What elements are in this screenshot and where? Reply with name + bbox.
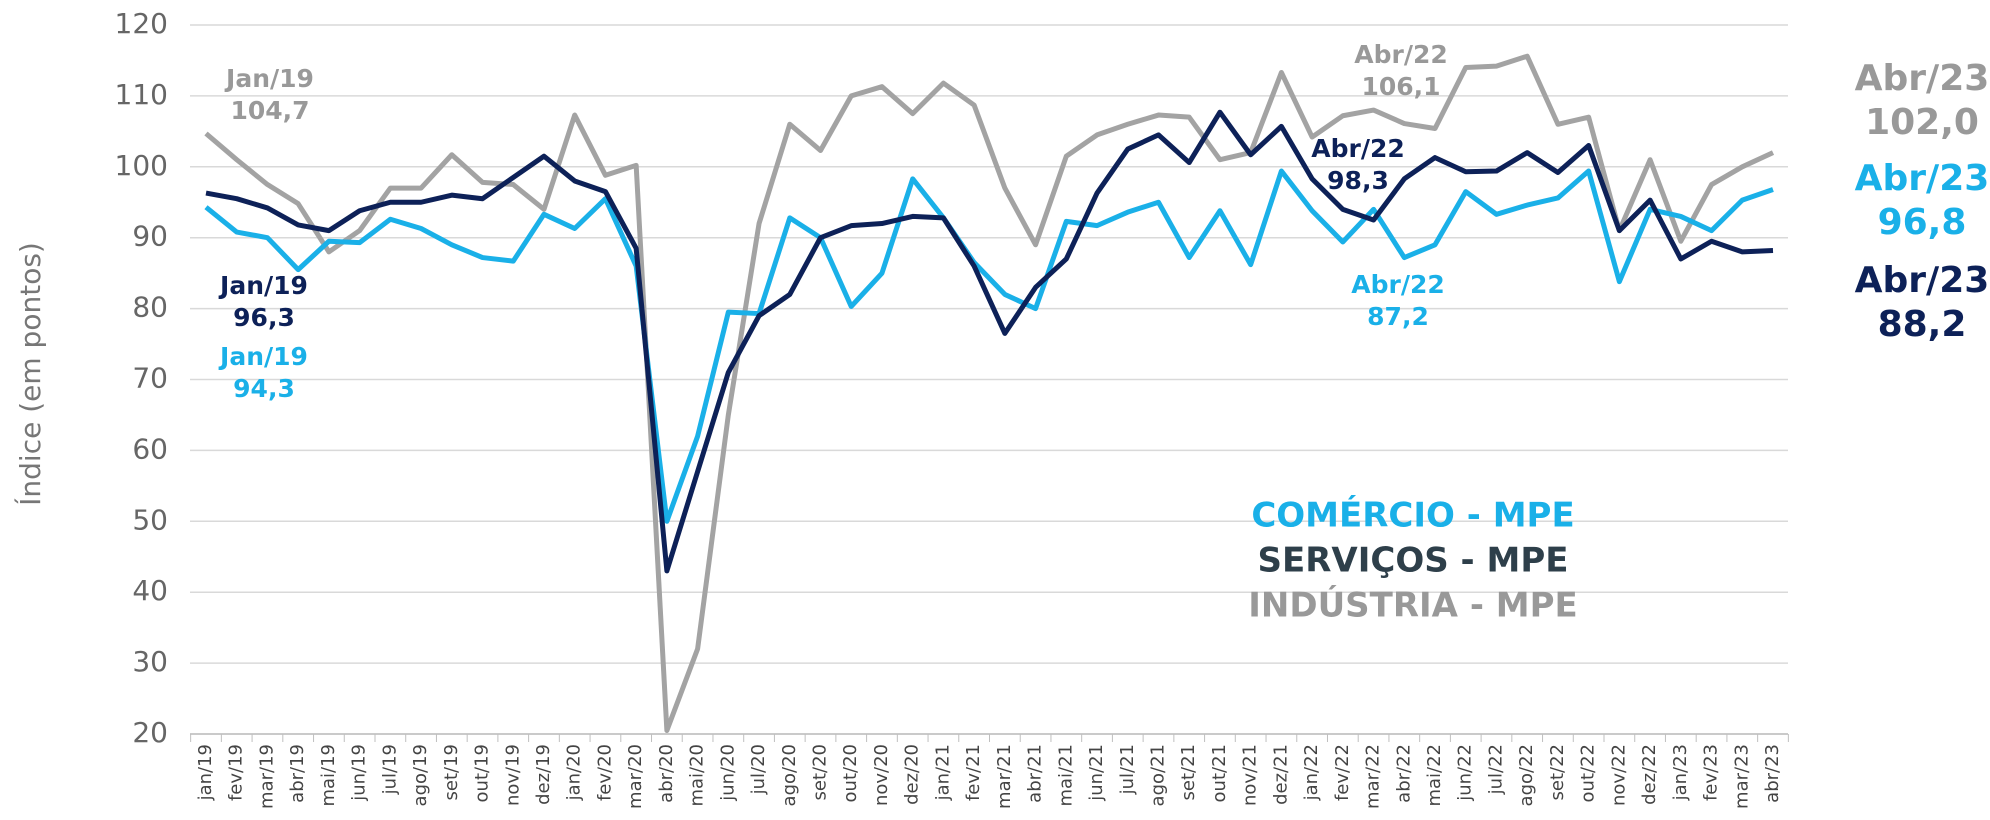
- x-tick-label: jun/21: [1086, 744, 1107, 802]
- annotation: Abr/22: [1354, 40, 1448, 69]
- y-tick-label: 100: [115, 149, 168, 182]
- x-tick-label: set/21: [1178, 744, 1199, 800]
- annotation: 88,2: [1878, 304, 1967, 345]
- legend-entry: COMÉRCIO - MPE: [1251, 495, 1574, 536]
- x-tick-label: jan/23: [1670, 744, 1691, 801]
- x-tick-label: set/19: [441, 744, 462, 800]
- annotation: 106,1: [1361, 72, 1440, 101]
- x-tick-label: ago/19: [410, 744, 431, 806]
- x-tick-label: mar/19: [256, 744, 277, 809]
- annotation: Jan/19: [218, 342, 308, 371]
- x-tick-label: dez/19: [533, 744, 554, 805]
- x-tick-label: mar/22: [1363, 744, 1384, 809]
- y-tick-label: 40: [132, 574, 168, 607]
- annotation: 94,3: [233, 374, 295, 403]
- x-tick-label: fev/19: [226, 744, 247, 801]
- x-tick-label: dez/21: [1270, 744, 1291, 805]
- y-tick-label: 50: [132, 503, 168, 536]
- x-tick-label: fev/21: [963, 744, 984, 801]
- x-tick-label: ago/22: [1516, 744, 1537, 806]
- x-tick-label: nov/19: [502, 744, 523, 806]
- y-tick-label: 90: [132, 220, 168, 253]
- x-tick-label: jun/22: [1455, 744, 1476, 802]
- x-tick-label: mar/20: [625, 744, 646, 809]
- x-tick-label: mar/21: [994, 744, 1015, 809]
- annotation: Jan/19: [224, 64, 314, 93]
- x-tick-label: jul/21: [1117, 744, 1138, 795]
- x-tick-label: out/21: [1209, 744, 1230, 802]
- y-tick-label: 20: [132, 716, 168, 749]
- x-tick-label: fev/20: [594, 744, 615, 801]
- x-tick-label: jan/21: [932, 744, 953, 801]
- x-tick-label: dez/20: [902, 744, 923, 805]
- x-tick-label: jan/20: [564, 744, 585, 801]
- y-tick-label: 60: [132, 432, 168, 465]
- x-tick-label: out/19: [472, 744, 493, 802]
- x-tick-label: abr/21: [1025, 744, 1046, 803]
- annotation: 98,3: [1327, 166, 1389, 195]
- annotation: 96,3: [233, 303, 295, 332]
- annotation: 87,2: [1367, 302, 1429, 331]
- x-tick-label: nov/20: [871, 744, 892, 806]
- y-tick-label: 70: [132, 362, 168, 395]
- annotation: Abr/23: [1855, 260, 1990, 301]
- x-tick-label: out/20: [840, 744, 861, 802]
- annotation: Abr/22: [1351, 270, 1445, 299]
- y-tick-label: 110: [115, 78, 168, 111]
- x-tick-label: jul/20: [748, 744, 769, 795]
- x-tick-label: abr/22: [1393, 744, 1414, 803]
- series-line: [205, 109, 1774, 574]
- x-tick-label: abr/20: [656, 744, 677, 803]
- legend-entry: INDÚSTRIA - MPE: [1248, 585, 1578, 626]
- x-tick-label: mai/19: [318, 744, 339, 807]
- annotation: Abr/23: [1855, 58, 1990, 99]
- x-tick-label: fev/22: [1332, 744, 1353, 801]
- annotation: 102,0: [1865, 102, 1979, 143]
- x-tick-label: fev/23: [1701, 744, 1722, 801]
- legend-entry: SERVIÇOS - MPE: [1258, 541, 1569, 581]
- y-tick-label: 30: [132, 645, 168, 678]
- annotation: Jan/19: [218, 271, 308, 300]
- x-tick-label: jun/20: [717, 744, 738, 802]
- y-tick-label: 120: [115, 7, 168, 40]
- series-line: [204, 53, 1775, 733]
- x-tick-label: ago/20: [779, 744, 800, 806]
- x-tick-label: nov/22: [1608, 744, 1629, 806]
- y-axis-label: Índice (em pontos): [13, 242, 47, 506]
- x-tick-label: abr/19: [287, 744, 308, 803]
- x-tick-label: dez/22: [1639, 744, 1660, 805]
- series-line: [204, 168, 1774, 524]
- x-tick-label: set/22: [1547, 744, 1568, 800]
- x-tick-label: jul/19: [379, 744, 400, 795]
- annotation: Abr/22: [1311, 134, 1405, 163]
- x-tick-label: jun/19: [349, 744, 370, 802]
- x-tick-label: set/20: [810, 744, 831, 800]
- x-tick-label: jan/19: [195, 744, 216, 801]
- annotation: 104,7: [230, 96, 309, 125]
- annotation: Abr/23: [1855, 158, 1990, 199]
- x-tick-label: mar/23: [1731, 744, 1752, 809]
- x-tick-label: nov/21: [1240, 744, 1261, 806]
- x-tick-label: jan/22: [1301, 744, 1322, 801]
- x-tick-label: mai/20: [687, 744, 708, 807]
- x-tick-label: jul/22: [1485, 744, 1506, 795]
- x-tick-label: out/22: [1578, 744, 1599, 802]
- annotation: 96,8: [1878, 202, 1967, 243]
- x-tick-label: mai/22: [1424, 744, 1445, 807]
- x-tick-label: abr/23: [1762, 744, 1783, 803]
- x-tick-label: ago/21: [1147, 744, 1168, 806]
- y-tick-label: 80: [132, 291, 168, 324]
- x-tick-label: mai/21: [1055, 744, 1076, 807]
